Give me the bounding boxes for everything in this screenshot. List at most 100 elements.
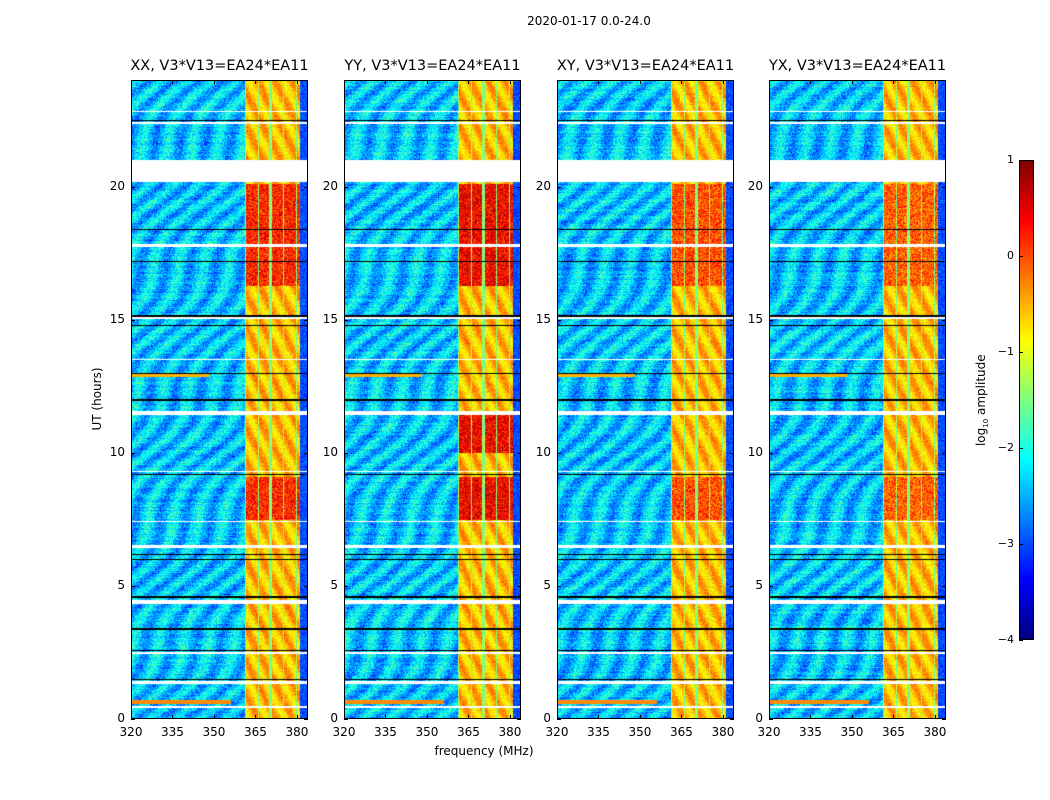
y-tick-label: 15 — [747, 311, 763, 326]
x-tick-mark — [255, 80, 257, 84]
colorbar-tick-mark — [1019, 640, 1023, 641]
x-tick-mark — [131, 80, 132, 84]
x-tick-label: 365 — [670, 725, 693, 739]
y-tick-label: 10 — [535, 444, 551, 459]
x-tick-mark — [385, 715, 387, 719]
heatmap-image — [131, 80, 308, 719]
x-tick-mark — [509, 715, 511, 719]
figure-title: 2020-01-17 0.0-24.0 — [527, 14, 651, 28]
colorbar-tick-label: 1 — [1007, 153, 1014, 166]
panel-title: XX, V3*V13=EA24*EA11 — [130, 58, 309, 74]
y-tick-mark — [557, 452, 561, 454]
y-tick-mark — [344, 452, 348, 454]
y-tick-mark — [942, 585, 946, 587]
x-tick-mark — [934, 715, 936, 719]
x-tick-mark — [893, 715, 895, 719]
x-tick-mark — [255, 715, 257, 719]
y-tick-mark — [730, 186, 734, 188]
x-tick-mark — [934, 80, 936, 84]
waterfall-panel-3: XY, V3*V13=EA24*EA11 320 335 350 365 380 0 5 10 1… — [536, 58, 735, 739]
colorbar-tick-label: −1 — [997, 345, 1014, 358]
y-tick-label: 20 — [109, 178, 125, 193]
x-tick-label: 320 — [119, 725, 143, 739]
x-tick-mark — [769, 715, 770, 719]
colorbar-gradient — [1020, 161, 1033, 639]
y-tick-mark — [942, 719, 946, 720]
y-tick-mark — [131, 186, 135, 188]
x-tick-label: 320 — [545, 725, 569, 739]
x-tick-label: 350 — [840, 725, 864, 739]
y-tick-label: 0 — [117, 711, 125, 725]
y-tick-mark — [557, 319, 561, 321]
x-tick-mark — [810, 80, 812, 84]
colorbar-tick-mark — [1019, 448, 1023, 449]
x-tick-label: 380 — [711, 725, 735, 739]
colorbar-tick-mark — [1019, 160, 1023, 161]
x-tick-mark — [131, 715, 132, 719]
y-tick-mark — [517, 319, 521, 321]
y-tick-mark — [131, 452, 135, 454]
y-tick-mark — [304, 719, 308, 720]
x-tick-mark — [426, 80, 428, 84]
x-tick-mark — [344, 715, 345, 719]
y-tick-mark — [344, 319, 348, 321]
y-tick-label: 20 — [747, 178, 763, 193]
colorbar-tick-mark — [1019, 256, 1023, 257]
x-tick-mark — [296, 80, 298, 84]
y-tick-mark — [769, 719, 773, 720]
x-tick-label: 350 — [202, 725, 226, 739]
x-tick-mark — [213, 80, 215, 84]
y-tick-mark — [730, 452, 734, 454]
x-tick-label: 350 — [415, 725, 439, 739]
colorbar-tick-label: −3 — [997, 537, 1014, 550]
x-tick-mark — [810, 715, 812, 719]
panel-title: YY, V3*V13=EA24*EA11 — [344, 58, 521, 74]
y-tick-label: 0 — [543, 711, 551, 725]
x-tick-mark — [639, 715, 641, 719]
axes-frame — [131, 80, 308, 719]
x-tick-mark — [598, 715, 600, 719]
y-tick-label: 5 — [330, 577, 338, 592]
y-tick-label: 15 — [109, 311, 125, 326]
x-tick-mark — [385, 80, 387, 84]
y-axis-label: UT (hours) — [90, 367, 104, 431]
y-tick-mark — [942, 452, 946, 454]
colorbar-tick-label: −2 — [997, 441, 1014, 454]
y-tick-label: 5 — [117, 577, 125, 592]
x-tick-mark — [681, 715, 683, 719]
y-tick-mark — [769, 452, 773, 454]
x-tick-mark — [681, 80, 683, 84]
x-tick-mark — [172, 80, 174, 84]
x-tick-label: 365 — [457, 725, 480, 739]
x-tick-label: 335 — [799, 725, 822, 739]
y-tick-label: 15 — [535, 311, 551, 326]
heatmap-image — [557, 80, 734, 719]
y-tick-mark — [769, 585, 773, 587]
y-tick-label: 10 — [109, 444, 125, 459]
x-tick-label: 320 — [757, 725, 781, 739]
x-tick-label: 350 — [628, 725, 652, 739]
x-tick-mark — [468, 715, 470, 719]
y-tick-mark — [769, 186, 773, 188]
x-tick-label: 335 — [587, 725, 610, 739]
y-tick-mark — [557, 585, 561, 587]
y-tick-label: 5 — [543, 577, 551, 592]
x-tick-mark — [722, 715, 724, 719]
y-tick-label: 0 — [330, 711, 338, 725]
x-tick-mark — [296, 715, 298, 719]
heatmap-image — [769, 80, 946, 719]
y-tick-label: 5 — [755, 577, 763, 592]
y-tick-mark — [304, 452, 308, 454]
colorbar-tick-label: 0 — [1007, 249, 1014, 262]
waterfall-panel-4: YX, V3*V13=EA24*EA11 320 335 350 365 380 0 5 10 1… — [748, 58, 947, 739]
x-tick-label: 335 — [374, 725, 397, 739]
x-tick-mark — [769, 80, 770, 84]
x-tick-mark — [172, 715, 174, 719]
axes-frame — [344, 80, 521, 719]
y-tick-mark — [304, 186, 308, 188]
y-tick-mark — [730, 319, 734, 321]
y-tick-mark — [769, 319, 773, 321]
x-tick-label: 380 — [498, 725, 522, 739]
colorbar-tick-mark — [1019, 352, 1023, 353]
